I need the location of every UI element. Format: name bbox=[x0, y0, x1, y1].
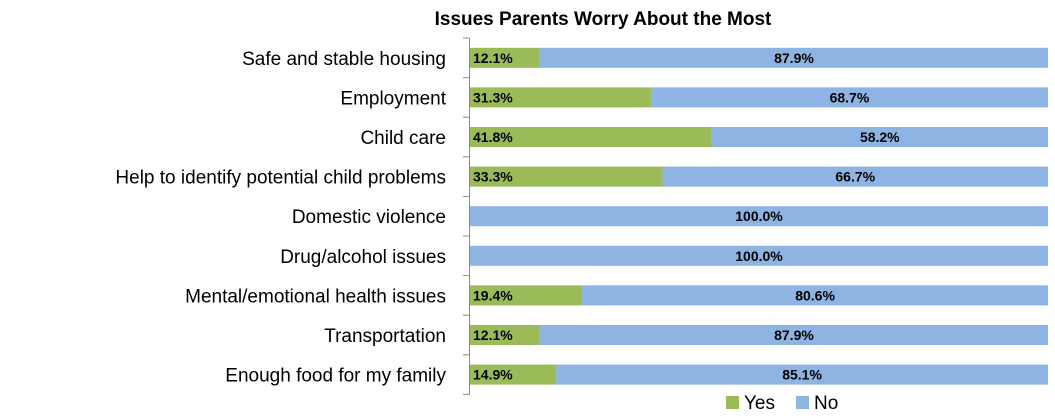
bar-yes bbox=[470, 47, 540, 68]
chart-title: Issues Parents Worry About the Most bbox=[435, 9, 772, 30]
legend: Yes No bbox=[726, 393, 838, 414]
category-label: Child care bbox=[360, 128, 446, 149]
bar-yes bbox=[470, 127, 712, 147]
data-label: 66.7% bbox=[835, 169, 875, 185]
category-label: Employment bbox=[340, 88, 446, 109]
bar-no bbox=[711, 127, 1048, 147]
category-label: Help to identify potential child problem… bbox=[115, 168, 446, 189]
bar-no bbox=[539, 47, 1048, 68]
data-label: 80.6% bbox=[795, 287, 835, 303]
bar-no bbox=[662, 166, 1048, 187]
bars: 12.1% 87.9% 31.3% 68.7% 41.8% 58.2% 33.3% 66.7%… bbox=[470, 47, 1048, 385]
category-label: Transportation bbox=[324, 326, 446, 347]
bar-no bbox=[582, 285, 1048, 306]
bar-yes bbox=[470, 364, 557, 385]
category-label: Drug/alcohol issues bbox=[280, 247, 446, 268]
data-label: 41.8% bbox=[473, 129, 513, 145]
bar-yes bbox=[470, 166, 663, 187]
category-axis bbox=[463, 37, 470, 395]
bar-yes bbox=[470, 325, 540, 345]
legend-label-yes: Yes bbox=[744, 393, 775, 414]
category-label: Safe and stable housing bbox=[242, 49, 446, 70]
bar-no bbox=[650, 87, 1048, 108]
bar-yes bbox=[470, 285, 583, 306]
data-label: 85.1% bbox=[782, 367, 822, 383]
category-labels: Safe and stable housing Employment Child c… bbox=[115, 49, 446, 387]
bar-no bbox=[539, 325, 1048, 345]
category-label: Domestic violence bbox=[292, 207, 446, 228]
data-label: 87.9% bbox=[774, 50, 814, 66]
legend-swatch-yes bbox=[726, 396, 739, 409]
category-label: Mental/emotional health issues bbox=[185, 286, 446, 307]
bar-no bbox=[470, 206, 1048, 227]
legend-label-no: No bbox=[814, 393, 838, 414]
data-label: 100.0% bbox=[735, 208, 783, 224]
data-label: 14.9% bbox=[473, 367, 513, 383]
data-label: 100.0% bbox=[735, 248, 783, 264]
data-label: 33.3% bbox=[473, 169, 513, 185]
data-label: 19.4% bbox=[473, 287, 513, 303]
bar-no bbox=[556, 364, 1048, 385]
data-label: 68.7% bbox=[830, 89, 870, 105]
data-label: 87.9% bbox=[774, 327, 814, 343]
data-label: 58.2% bbox=[860, 129, 900, 145]
data-label: 31.3% bbox=[473, 89, 513, 105]
data-label: 12.1% bbox=[473, 327, 513, 343]
category-label: Enough food for my family bbox=[225, 366, 446, 387]
bar-no bbox=[470, 245, 1048, 266]
bar-yes bbox=[470, 87, 651, 108]
legend-swatch-no bbox=[796, 396, 809, 409]
data-label: 12.1% bbox=[473, 50, 513, 66]
